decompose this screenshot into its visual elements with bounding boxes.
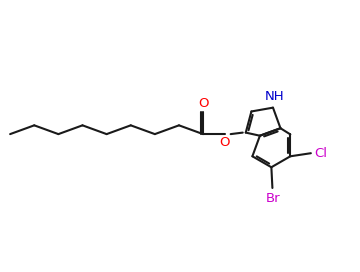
Text: Br: Br (266, 192, 280, 205)
Text: Cl: Cl (314, 147, 327, 160)
Text: O: O (198, 97, 208, 110)
Text: O: O (220, 136, 230, 149)
Text: NH: NH (265, 90, 285, 103)
